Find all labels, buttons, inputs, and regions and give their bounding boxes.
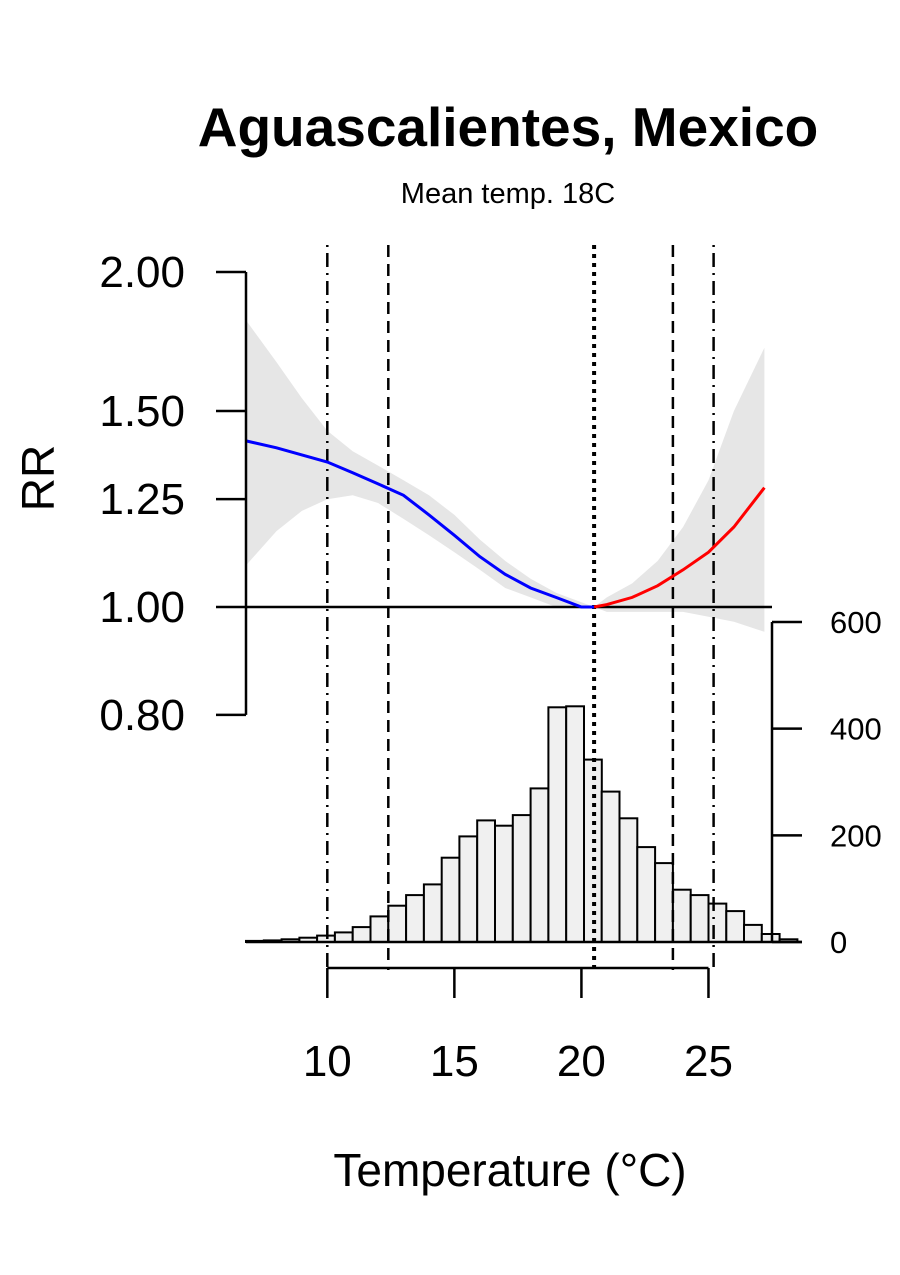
histogram-bar — [565, 705, 586, 943]
axes-layer: 0.80 1.00 1.25 1.50 2.00 0 200 400 600 10 15 20 25 — [99, 248, 881, 1086]
series-layer — [245, 439, 766, 609]
histogram-bar — [440, 856, 461, 944]
hist-tick-label: 600 — [830, 605, 882, 640]
chart-title: Aguascalientes, Mexico — [198, 96, 819, 158]
histogram-bar — [725, 910, 746, 943]
histogram-bar — [405, 894, 425, 943]
hist-tick-label: 200 — [830, 818, 882, 853]
series-line — [245, 439, 595, 609]
hist-tick-label: 0 — [830, 925, 847, 960]
histogram-bar — [529, 787, 550, 944]
histogram-bar — [511, 814, 532, 943]
y-axis-label: RR — [12, 445, 64, 511]
y-tick-label: 1.25 — [99, 475, 185, 524]
x-tick-label: 15 — [430, 1037, 479, 1086]
histogram-bar — [707, 902, 728, 943]
y-tick-label: 1.00 — [99, 583, 185, 632]
histogram-bar — [476, 819, 497, 944]
histogram-bar — [458, 835, 479, 944]
x-tick-label: 10 — [303, 1037, 352, 1086]
series-line — [593, 486, 766, 609]
histogram-bar — [547, 706, 568, 943]
histogram-bar — [654, 862, 674, 943]
x-tick-label: 25 — [684, 1037, 733, 1086]
histogram-bar — [333, 931, 354, 944]
histogram-bar — [494, 824, 514, 944]
chart-subtitle: Mean temp. 18C — [401, 178, 615, 210]
y-tick-label: 1.50 — [99, 387, 185, 436]
histogram-bar — [636, 846, 657, 943]
y-tick-label: 0.80 — [99, 691, 185, 740]
histogram-bar — [369, 915, 390, 944]
y-tick-label: 2.00 — [99, 248, 185, 297]
histogram-bar — [422, 883, 443, 944]
histogram-bar — [743, 923, 763, 944]
histogram-bar — [618, 817, 639, 943]
x-axis-label: Temperature (°C) — [333, 1144, 686, 1196]
hist-tick-label: 400 — [830, 712, 882, 747]
histogram-bar — [671, 888, 692, 944]
x-tick-label: 20 — [557, 1037, 606, 1086]
histogram-bar — [689, 894, 710, 943]
histogram-bar — [387, 904, 408, 944]
histogram-bar — [600, 790, 621, 943]
histogram-bar — [351, 926, 372, 943]
